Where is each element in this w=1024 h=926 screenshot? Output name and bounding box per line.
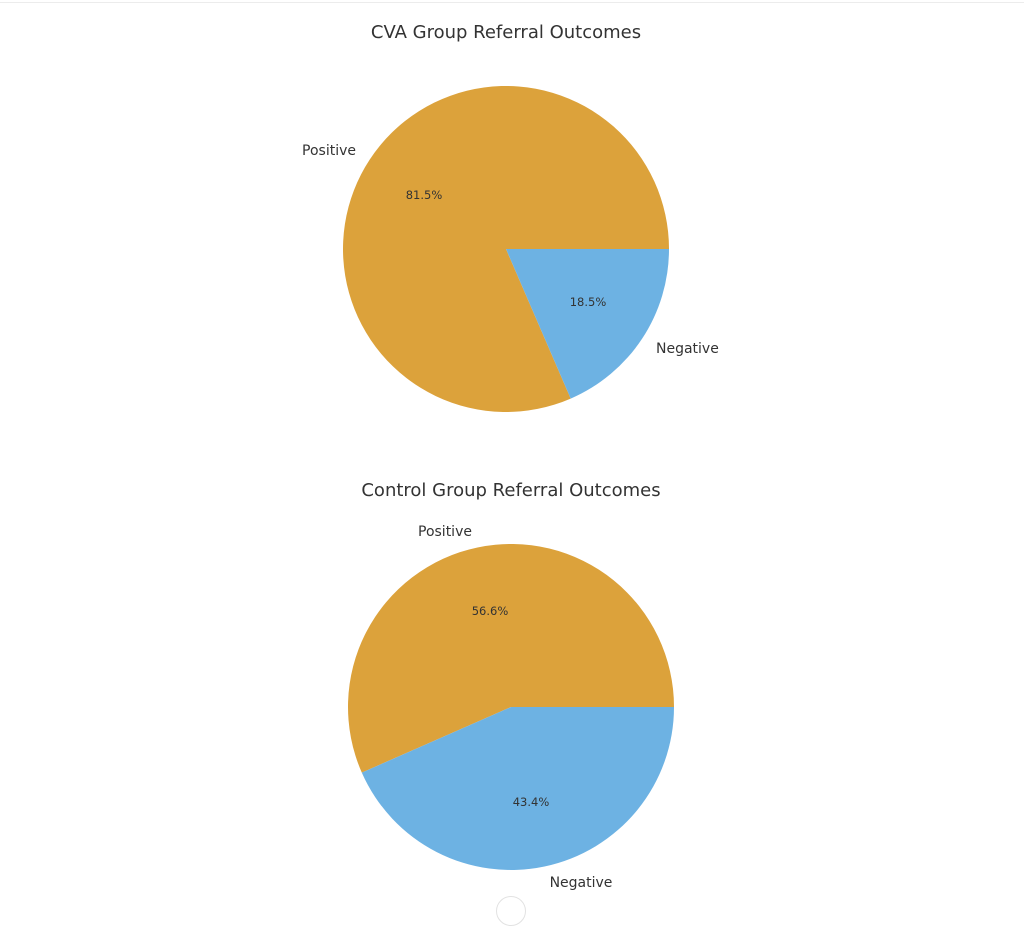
cva-negative-wedge <box>506 249 669 399</box>
control-positive-pct: 56.6% <box>472 604 509 618</box>
cva-positive-label: Positive <box>302 143 356 159</box>
control-chart-title: Control Group Referral Outcomes <box>361 480 660 501</box>
cva-negative-pct: 18.5% <box>570 295 607 309</box>
top-divider <box>0 2 1024 3</box>
control-positive-wedge <box>348 543 675 773</box>
charts-canvas: CVA Group Referral Outcomes Positive Neg… <box>302 22 719 891</box>
control-negative-label: Negative <box>550 875 613 891</box>
cva-chart-title: CVA Group Referral Outcomes <box>371 22 641 43</box>
control-pie-chart: Control Group Referral Outcomes Positive… <box>348 480 675 891</box>
control-positive-label: Positive <box>418 524 472 540</box>
cva-negative-label: Negative <box>656 341 719 357</box>
scroll-down-button[interactable] <box>496 896 526 926</box>
cva-positive-pct: 81.5% <box>406 188 443 202</box>
control-negative-wedge <box>361 707 674 870</box>
cva-pie-chart: CVA Group Referral Outcomes Positive Neg… <box>302 22 719 412</box>
cva-positive-wedge <box>342 85 669 412</box>
control-negative-pct: 43.4% <box>513 795 550 809</box>
